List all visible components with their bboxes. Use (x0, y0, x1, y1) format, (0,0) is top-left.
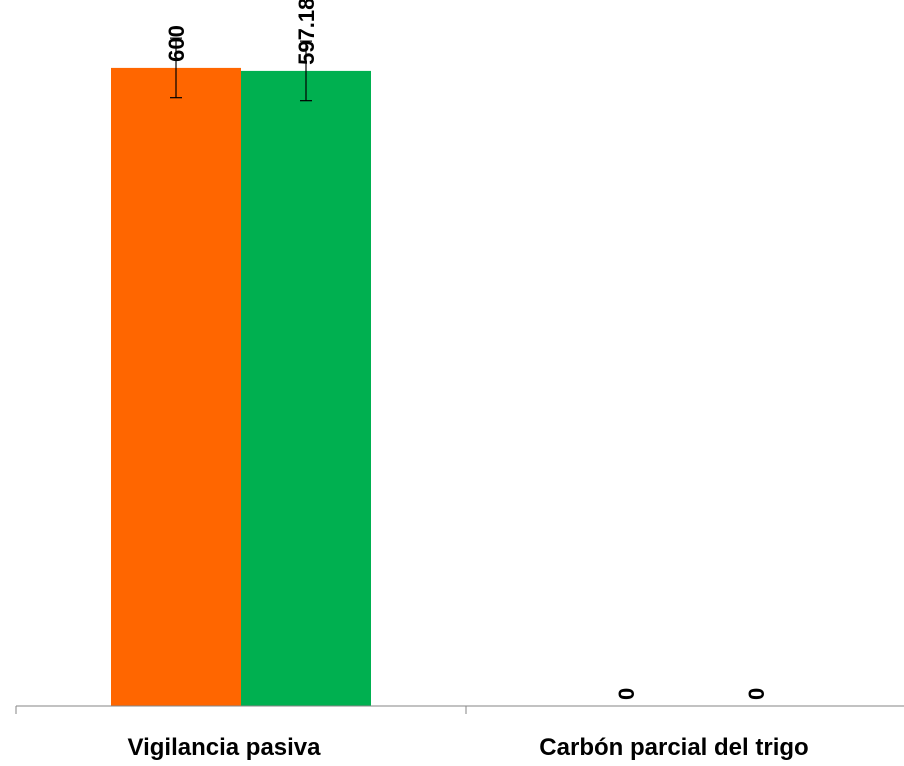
category-tick-label: Carbón parcial del trigo (539, 734, 808, 761)
x-axis (15, 705, 904, 714)
bar (241, 70, 371, 706)
category-tick-label: Vigilancia pasiva (128, 734, 322, 761)
error-bars-group (170, 37, 312, 102)
bar (111, 67, 241, 706)
value-labels: 600 597.18 0 0 (164, 0, 769, 700)
bars-group (111, 67, 371, 706)
data-label: 0 (744, 688, 769, 700)
data-label: 600 (164, 25, 189, 62)
category-labels: Vigilancia pasiva Carbón parcial del trig… (128, 734, 809, 761)
data-label: 597.18 (294, 0, 319, 65)
data-label: 0 (614, 688, 639, 700)
